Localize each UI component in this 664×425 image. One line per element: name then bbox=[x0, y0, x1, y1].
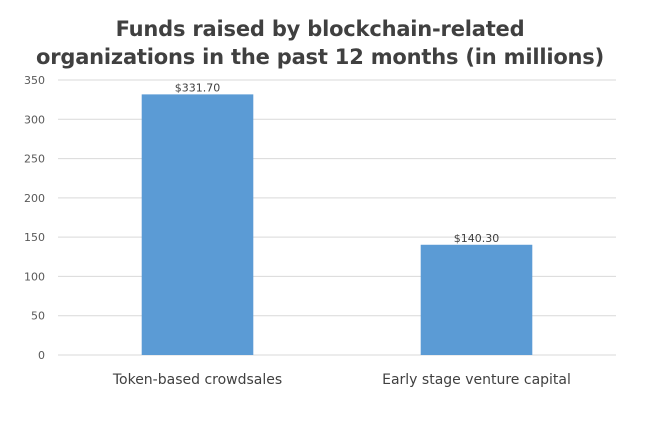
chart-title: Funds raised by blockchain-related organ… bbox=[36, 17, 604, 69]
y-tick-label: 100 bbox=[24, 270, 45, 283]
y-tick-label: 350 bbox=[24, 74, 45, 87]
y-tick-label: 300 bbox=[24, 113, 45, 126]
y-tick-label: 200 bbox=[24, 192, 45, 205]
bar bbox=[420, 244, 533, 355]
y-tick-label: 0 bbox=[38, 349, 45, 362]
x-tick-label: Token-based crowdsales bbox=[112, 372, 282, 388]
x-tick-label: Early stage venture capital bbox=[382, 372, 571, 388]
chart-title-line-1: Funds raised by blockchain-related bbox=[116, 17, 525, 41]
x-axis: Token-based crowdsales Early stage ventur… bbox=[112, 372, 571, 388]
y-tick-label: 250 bbox=[24, 153, 45, 166]
bars bbox=[141, 94, 533, 355]
data-label: $140.30 bbox=[454, 232, 500, 245]
y-tick-label: 150 bbox=[24, 231, 45, 244]
y-axis: 0 50 100 150 200 250 300 350 bbox=[24, 74, 45, 362]
chart-title-line-2: organizations in the past 12 months (in … bbox=[36, 45, 604, 69]
bar bbox=[141, 94, 254, 355]
y-tick-label: 50 bbox=[31, 310, 45, 323]
data-label: $331.70 bbox=[175, 81, 221, 94]
data-labels: $331.70 $140.30 bbox=[175, 81, 500, 244]
